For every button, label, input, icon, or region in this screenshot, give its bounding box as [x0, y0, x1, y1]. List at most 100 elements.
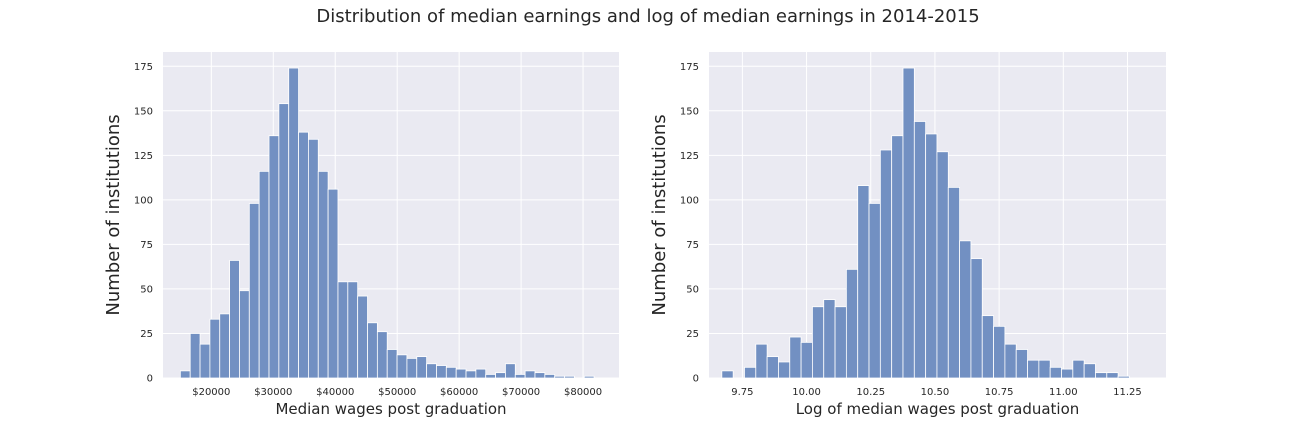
histogram-bar	[495, 372, 506, 379]
histogram-bar	[959, 240, 972, 379]
x-tick-label: $50000	[378, 387, 416, 398]
histogram-bar	[789, 336, 802, 379]
histogram-bar	[925, 133, 938, 379]
histogram-bar	[902, 67, 915, 379]
y-tick-label: 175	[134, 62, 153, 73]
histogram-bar	[1083, 363, 1096, 379]
histogram-bar	[288, 67, 299, 379]
y-tick-label: 150	[680, 106, 699, 117]
histogram-bar	[524, 370, 536, 379]
histogram-bar	[268, 135, 280, 379]
histogram-bar	[209, 318, 221, 379]
x-tick-label: 10.00	[792, 387, 821, 398]
y-tick-label: 175	[680, 62, 699, 73]
histogram-bar	[993, 325, 1006, 379]
histogram-bar	[248, 203, 260, 379]
histogram-bar	[1117, 375, 1130, 379]
histogram-bar	[1015, 349, 1028, 379]
x-tick-label: 10.75	[985, 387, 1014, 398]
x-tick-label: $30000	[254, 387, 292, 398]
y-tick-label: 100	[680, 195, 699, 206]
histogram-bar	[812, 306, 825, 379]
y-tick-label: 125	[134, 151, 153, 162]
histogram-bar	[1004, 343, 1017, 379]
histogram-bar	[879, 149, 893, 379]
histogram-bar	[485, 374, 496, 379]
x-axis-label: Median wages post graduation	[275, 400, 506, 418]
histogram-bar	[219, 313, 231, 379]
histogram-bar	[436, 365, 447, 379]
x-tick-label: $60000	[440, 387, 478, 398]
histogram-bar	[386, 349, 398, 379]
figure-title: Distribution of median earnings and log …	[316, 6, 980, 27]
histogram-panel-1: 0 25 50 75 100 125 150 175 $20000 $30000 $40000 $50…	[103, 52, 619, 418]
histogram-bar	[564, 375, 575, 379]
histogram-bar	[766, 356, 779, 379]
histogram-bar	[337, 281, 349, 379]
x-tick-label: $40000	[316, 387, 354, 398]
y-tick-label: 50	[140, 284, 153, 295]
x-tick-label: 11.25	[1113, 387, 1142, 398]
histogram-bar	[406, 358, 418, 379]
histogram-bar	[445, 366, 457, 379]
y-tick-label: 100	[134, 195, 153, 206]
histogram-bar	[1027, 359, 1040, 379]
histogram-bar	[278, 103, 290, 379]
histogram-bar	[179, 370, 191, 379]
histogram-bar	[367, 322, 378, 379]
histogram-bar	[475, 368, 487, 379]
histogram-bar	[891, 135, 904, 379]
histogram-bar	[1038, 359, 1051, 379]
histogram-bar	[544, 374, 556, 379]
histogram-bar	[229, 260, 240, 379]
histogram-bar	[239, 290, 250, 379]
histogram-bar	[868, 203, 881, 379]
histogram-bar	[1061, 368, 1074, 379]
histogram-bar	[800, 341, 813, 379]
y-tick-label: 125	[680, 151, 699, 162]
y-tick-label: 50	[686, 284, 699, 295]
histogram-bar	[189, 333, 201, 379]
histogram-bar	[913, 121, 927, 379]
histogram-bar	[258, 170, 270, 379]
histogram-bar	[347, 281, 359, 379]
histogram-bar	[376, 331, 388, 379]
histogram-bar	[721, 370, 734, 379]
histogram-bar	[1095, 372, 1108, 379]
histogram-bar	[327, 188, 339, 379]
histogram-bar	[936, 151, 949, 379]
histogram-bar	[357, 295, 368, 379]
histogram-bar	[199, 343, 211, 379]
histogram-bar	[823, 299, 836, 379]
histogram-bar	[465, 370, 477, 379]
histogram-bar	[744, 366, 757, 379]
y-tick-label: 0	[693, 374, 699, 385]
histogram-bar	[857, 185, 870, 379]
x-tick-label: 10.50	[921, 387, 950, 398]
y-tick-label: 75	[686, 240, 699, 251]
histogram-bar	[981, 315, 994, 379]
histogram-bar	[554, 375, 565, 379]
x-tick-label: $80000	[564, 387, 602, 398]
histogram-bar	[298, 131, 309, 379]
y-tick-label: 0	[147, 374, 153, 385]
y-tick-label: 150	[134, 106, 153, 117]
histogram-bar	[455, 368, 467, 379]
x-tick-label: 11.00	[1049, 387, 1078, 398]
y-tick-label: 25	[686, 329, 699, 340]
histogram-bar	[970, 258, 983, 379]
histogram-bar	[514, 374, 526, 379]
histogram-bar	[1072, 359, 1085, 379]
histogram-bar	[778, 361, 791, 379]
histogram-bar	[755, 343, 768, 379]
histogram-bar	[834, 306, 847, 379]
histogram-bar	[534, 372, 546, 379]
histogram-bar	[947, 186, 961, 379]
y-axis-label: Number of institutions	[649, 114, 670, 315]
histogram-bar	[1049, 366, 1062, 379]
histogram-bar	[845, 268, 859, 379]
histogram-bar	[1106, 372, 1119, 379]
x-tick-label: $20000	[192, 387, 230, 398]
y-tick-label: 75	[140, 240, 153, 251]
